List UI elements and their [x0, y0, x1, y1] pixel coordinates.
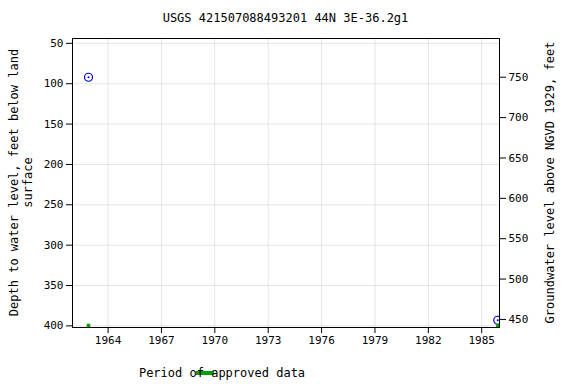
- svg-text:250: 250: [44, 198, 64, 211]
- svg-text:200: 200: [44, 158, 64, 171]
- svg-text:650: 650: [509, 151, 529, 164]
- svg-text:surface: surface: [21, 157, 35, 208]
- svg-text:50: 50: [50, 37, 63, 50]
- svg-text:450: 450: [509, 313, 529, 326]
- svg-text:750: 750: [509, 71, 529, 84]
- svg-text:300: 300: [44, 239, 64, 252]
- svg-text:1970: 1970: [202, 334, 229, 347]
- svg-text:1964: 1964: [95, 334, 122, 347]
- svg-text:550: 550: [509, 232, 529, 245]
- svg-text:1982: 1982: [415, 334, 442, 347]
- svg-text:1976: 1976: [308, 334, 335, 347]
- svg-text:USGS 421507088493201 44N 3E-36: USGS 421507088493201 44N 3E-36.2g1: [163, 11, 409, 25]
- svg-text:100: 100: [44, 77, 64, 90]
- svg-text:Period of approved data: Period of approved data: [139, 366, 305, 380]
- svg-text:1979: 1979: [362, 334, 389, 347]
- svg-text:500: 500: [509, 273, 529, 286]
- svg-text:700: 700: [509, 111, 529, 124]
- svg-text:350: 350: [44, 279, 64, 292]
- svg-text:1985: 1985: [468, 334, 495, 347]
- svg-text:600: 600: [509, 192, 529, 205]
- svg-text:1973: 1973: [255, 334, 282, 347]
- svg-text:Groundwater level above NGVD 1: Groundwater level above NGVD 1929, feet: [543, 42, 557, 324]
- svg-text:Depth to water level, feet bel: Depth to water level, feet below land: [7, 49, 21, 316]
- svg-text:150: 150: [44, 118, 64, 131]
- svg-text:1967: 1967: [148, 334, 175, 347]
- svg-text:400: 400: [44, 319, 64, 332]
